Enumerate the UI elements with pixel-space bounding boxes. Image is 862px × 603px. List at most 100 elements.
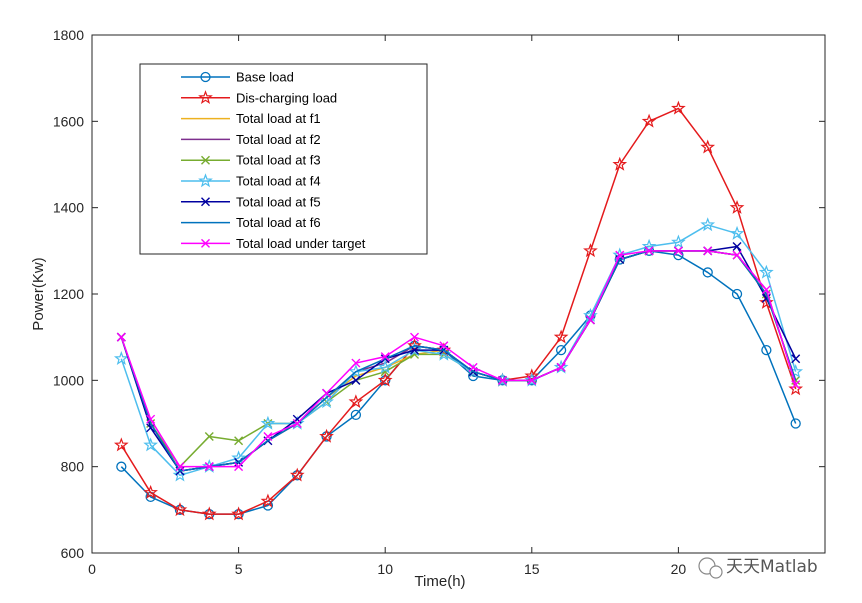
data-point (201, 506, 217, 521)
data-point (468, 362, 478, 372)
legend-marker (198, 90, 213, 105)
legend-label: Total load at f1 (236, 111, 321, 126)
data-point (410, 332, 420, 342)
data-point (231, 450, 246, 465)
data-point (143, 484, 158, 499)
data-point (289, 467, 305, 482)
data-point (231, 506, 246, 521)
data-point (204, 431, 214, 441)
series-layer (113, 100, 804, 521)
x-tick-label: 0 (88, 561, 96, 577)
data-point (671, 234, 686, 249)
data-point (322, 388, 332, 398)
legend-marker (201, 155, 210, 165)
data-point (702, 267, 713, 278)
data-point (585, 315, 595, 325)
data-point (790, 418, 801, 429)
legend-item: Total load at f1 (181, 111, 321, 126)
legend-item: Total load at f6 (181, 215, 321, 230)
y-tick-label: 1800 (53, 27, 84, 43)
legend-marker (201, 238, 210, 248)
data-point (260, 493, 276, 508)
x-tick-label: 10 (377, 561, 393, 577)
watermark-text: 天天Matlab (726, 557, 818, 577)
data-point (731, 288, 743, 300)
data-point (348, 394, 364, 409)
data-point (351, 375, 361, 385)
legend-item: Total load at f2 (181, 132, 321, 147)
data-point (143, 437, 158, 452)
data-point (641, 238, 657, 253)
y-tick-label: 800 (61, 459, 85, 475)
data-point (641, 113, 657, 128)
data-point (761, 285, 771, 295)
legend-item: Total load under target (181, 236, 366, 251)
data-point (761, 344, 772, 356)
legend-item: Base load (181, 70, 294, 85)
data-point (671, 100, 686, 115)
axis-ticks: 0 5 10 15 20 600 800 1000 1200 1400 1600 1800 (53, 27, 825, 577)
data-point (172, 502, 188, 517)
series-6 (113, 217, 804, 482)
data-point (729, 199, 745, 214)
legend-label: Total load at f6 (236, 215, 321, 230)
data-point (113, 437, 129, 452)
data-point (732, 250, 742, 260)
data-point (260, 415, 276, 430)
y-tick-label: 1400 (53, 200, 84, 216)
data-point (175, 462, 185, 472)
data-point (113, 351, 129, 365)
data-point (204, 462, 214, 472)
y-axis-label: Power(Kw) (30, 257, 47, 330)
data-point (673, 246, 683, 256)
data-point (439, 341, 449, 351)
data-point (612, 156, 628, 171)
data-point (350, 409, 362, 421)
y-tick-label: 1600 (53, 113, 84, 129)
legend-marker (201, 197, 210, 207)
data-point (612, 247, 628, 262)
watermark: 天天Matlab (698, 557, 818, 579)
legend-label: Total load at f2 (236, 132, 321, 147)
legend: Base load Dis-charging load Total load at … (139, 63, 428, 255)
data-point (146, 423, 156, 433)
legend-label: Total load at f5 (236, 194, 321, 209)
data-point (555, 344, 567, 356)
data-point (732, 242, 742, 252)
data-point (319, 428, 334, 443)
x-axis-label: Time(h) (414, 573, 465, 590)
data-point (527, 375, 537, 385)
data-point (201, 458, 217, 473)
y-tick-label: 600 (61, 545, 85, 561)
legend-item: Total load at f4 (181, 173, 321, 189)
data-point (759, 294, 774, 309)
data-point (234, 436, 244, 446)
data-point (351, 358, 361, 368)
data-point (116, 332, 126, 342)
data-point (380, 352, 390, 362)
legend-label: Total load under target (236, 236, 366, 251)
x-tick-label: 15 (524, 561, 540, 577)
data-point (172, 467, 188, 482)
y-tick-label: 1200 (53, 286, 84, 302)
series-line (120, 250, 797, 468)
legend-label: Total load at f3 (236, 153, 321, 168)
data-point (553, 329, 569, 344)
data-point (146, 414, 156, 424)
legend-label: Base load (236, 70, 294, 85)
data-point (319, 394, 334, 409)
data-point (524, 368, 540, 383)
data-point (583, 243, 598, 258)
legend-marker (198, 173, 213, 188)
data-point (263, 431, 273, 441)
x-tick-label: 5 (235, 561, 243, 577)
data-point (791, 380, 801, 390)
data-point (234, 462, 244, 472)
legend-marker (200, 71, 211, 83)
data-point (644, 246, 654, 256)
data-point (759, 264, 774, 279)
legend-label: Dis-charging load (236, 90, 337, 105)
series-line (120, 224, 797, 477)
legend-item: Dis-charging load (181, 90, 337, 105)
